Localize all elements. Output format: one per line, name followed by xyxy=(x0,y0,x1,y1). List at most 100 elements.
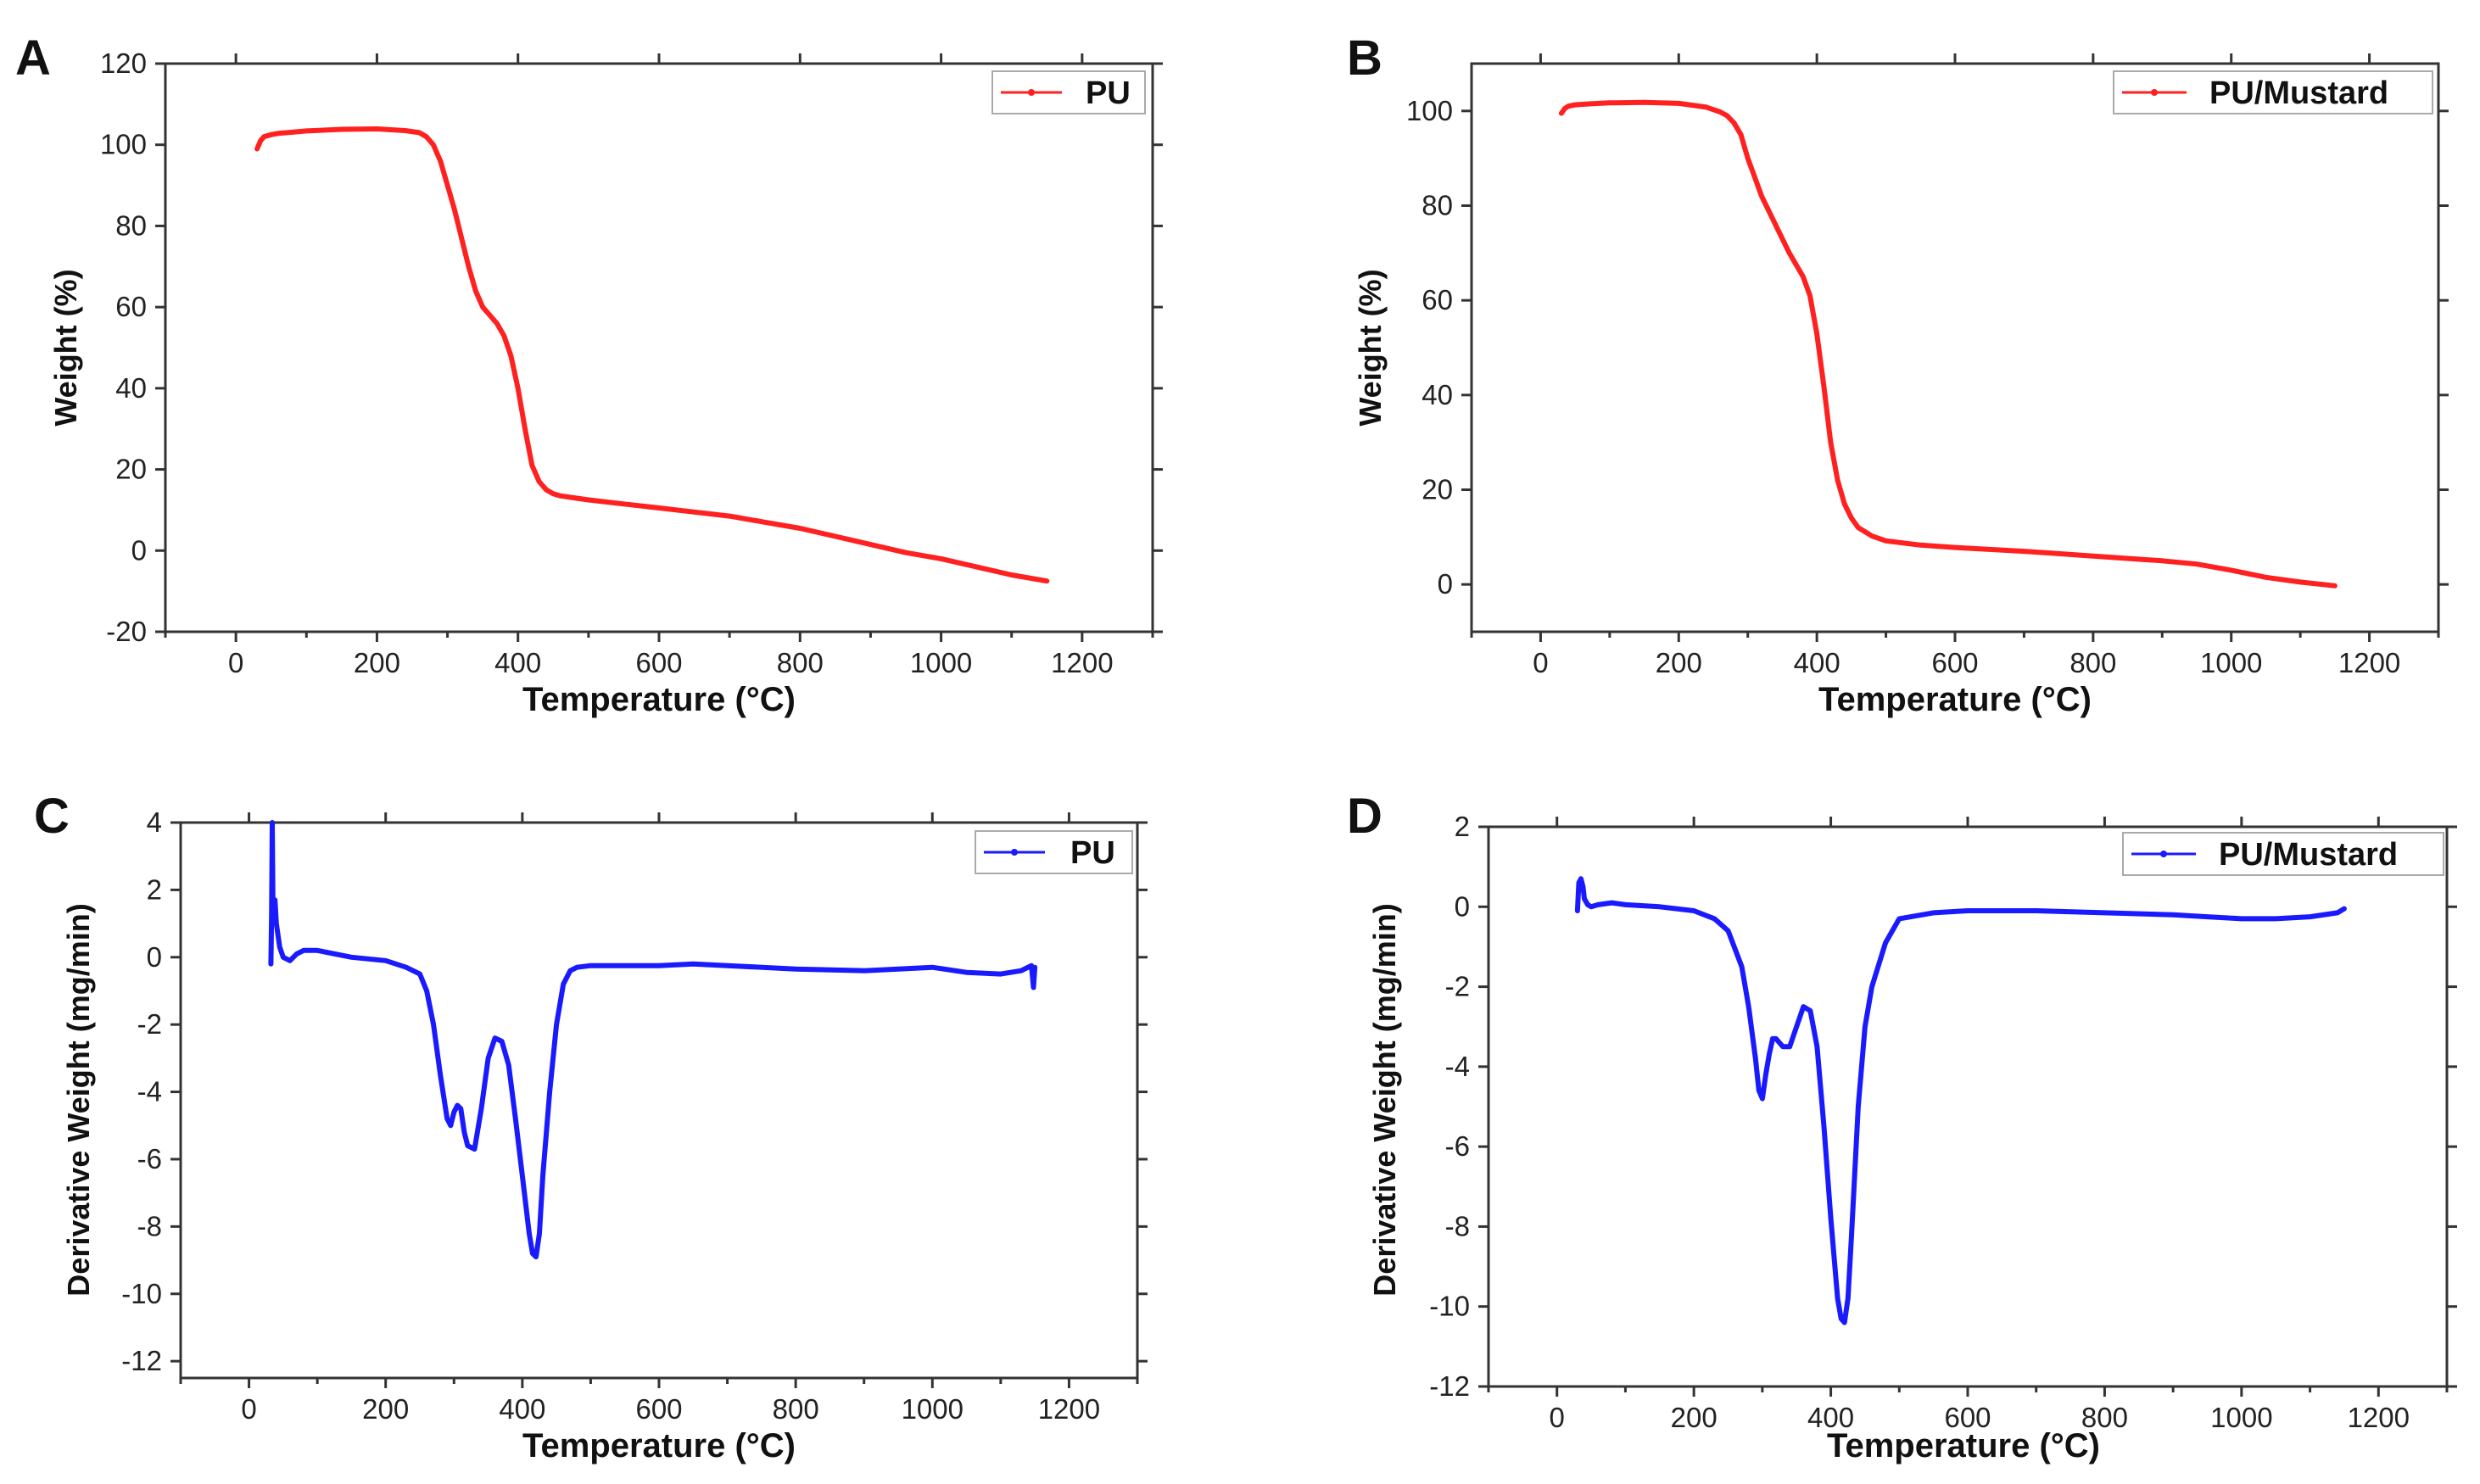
panel-letter: C xyxy=(34,789,70,844)
y-tick-label: 100 xyxy=(100,129,147,160)
legend-label: PU xyxy=(1070,835,1115,871)
legend-marker xyxy=(2160,851,2167,857)
x-tick-label: 400 xyxy=(494,647,541,678)
panel-a: A 0 200 400 600 800 1000 1200 -20 0 20 40 60 80 100 12… xyxy=(15,31,1163,718)
x-tick-label: 800 xyxy=(2069,647,2116,678)
axis-ticks: 0 200 400 600 800 1000 1200 -12 -10 -8 -6 -4 -2 0 2 4 xyxy=(121,806,1148,1425)
panel-letter: B xyxy=(1347,31,1382,86)
x-tick-label: 200 xyxy=(362,1393,409,1425)
y-tick-label: -2 xyxy=(137,1008,162,1040)
panel-c: C 0 200 400 600 800 1000 1200 -12 -10 -8 -6 -4 -2 0 2 4… xyxy=(34,789,1148,1464)
y-tick-label: 100 xyxy=(1406,95,1453,126)
axis-ticks: 0 200 400 600 800 1000 1200 -12 -10 -8 -6 -4 -2 0 2 xyxy=(1429,811,2457,1433)
legend-marker xyxy=(2151,89,2158,96)
axis-ticks: 0 200 400 600 800 1000 1200 -20 0 20 40 60 80 100 120 xyxy=(100,47,1163,678)
series-layer xyxy=(1558,99,2338,589)
x-tick-label: 200 xyxy=(1671,1402,1718,1433)
y-tick-label: -8 xyxy=(1445,1210,1470,1241)
series-line xyxy=(254,126,1050,584)
x-axis-title: Temperature (°C) xyxy=(1827,1427,2100,1464)
y-tick-label: 120 xyxy=(100,47,147,79)
y-tick-label: 40 xyxy=(115,372,147,404)
panel-b: B 0 200 400 600 800 1000 1200 0 20 40 60 80 100 Temp… xyxy=(1347,31,2449,718)
x-tick-label: 200 xyxy=(1656,647,1702,678)
legend: PU xyxy=(975,830,1133,874)
legend: PU xyxy=(991,70,1146,114)
y-tick-label: 0 xyxy=(147,941,162,973)
x-tick-label: 0 xyxy=(1550,1402,1565,1433)
series-line xyxy=(1558,99,2338,589)
y-tick-label: -12 xyxy=(1429,1370,1470,1402)
x-tick-label: 600 xyxy=(1944,1402,1991,1433)
x-axis-title: Temperature (°C) xyxy=(1818,681,2092,718)
legend-marker xyxy=(1028,89,1035,96)
x-tick-label: 400 xyxy=(1794,647,1840,678)
y-tick-label: -4 xyxy=(1445,1051,1470,1082)
x-tick-label: 0 xyxy=(1533,647,1548,678)
y-axis-title: Weight (%) xyxy=(1353,269,1388,426)
panel-letter: D xyxy=(1347,789,1382,844)
x-tick-label: 600 xyxy=(635,647,682,678)
x-tick-label: 1200 xyxy=(1038,1393,1100,1425)
x-tick-label: 400 xyxy=(499,1393,545,1425)
y-tick-label: 0 xyxy=(1438,568,1453,600)
y-axis-title: Derivative Weight (mg/min) xyxy=(61,903,96,1296)
y-tick-label: -8 xyxy=(137,1210,162,1241)
x-axis-title: Temperature (°C) xyxy=(522,681,796,718)
legend-label: PU/Mustard xyxy=(2219,837,2398,873)
y-tick-label: -10 xyxy=(121,1278,162,1309)
x-tick-label: 600 xyxy=(635,1393,682,1425)
x-tick-label: 1200 xyxy=(1051,647,1113,678)
x-tick-label: 800 xyxy=(777,647,824,678)
y-tick-label: 20 xyxy=(115,454,147,485)
legend: PU/Mustard xyxy=(2122,832,2444,876)
y-tick-label: -4 xyxy=(137,1076,162,1107)
x-tick-label: 1200 xyxy=(2338,647,2400,678)
x-tick-label: 1200 xyxy=(2348,1402,2410,1433)
legend-box xyxy=(2122,832,2444,876)
y-axis-title: Weight (%) xyxy=(48,269,83,426)
y-tick-label: 60 xyxy=(115,291,147,322)
y-axis-title: Derivative Weight (mg/min) xyxy=(1367,903,1402,1296)
legend-label: PU/Mustard xyxy=(2209,75,2388,111)
y-tick-label: -6 xyxy=(1445,1130,1470,1162)
y-tick-label: 80 xyxy=(1422,190,1453,221)
y-tick-label: 2 xyxy=(1455,811,1470,842)
x-tick-label: 800 xyxy=(2081,1402,2128,1433)
y-tick-label: 2 xyxy=(147,873,162,905)
x-tick-label: 400 xyxy=(1807,1402,1854,1433)
y-tick-label: 0 xyxy=(1455,890,1470,922)
series-line xyxy=(268,820,1038,1260)
series-layer xyxy=(1574,876,2347,1325)
x-tick-label: 1000 xyxy=(910,647,972,678)
y-tick-label: 40 xyxy=(1422,379,1453,410)
x-tick-label: 800 xyxy=(773,1393,819,1425)
panel-d: D 0 200 400 600 800 1000 1200-12-10-8-6-4-202 … xyxy=(1347,789,2457,1464)
y-tick-label: -6 xyxy=(137,1143,162,1174)
legend-label: PU xyxy=(1086,75,1131,111)
x-tick-label: 0 xyxy=(241,1393,256,1425)
axis-ticks: 0 200 400 600 800 1000 1200 0 20 40 60 80 100 xyxy=(1406,53,2449,678)
legend: PU/Mustard xyxy=(2113,70,2433,114)
x-tick-label: 200 xyxy=(354,647,400,678)
x-tick-label: 600 xyxy=(1931,647,1978,678)
y-tick-label: 0 xyxy=(131,534,147,566)
x-tick-label: 0 xyxy=(228,647,243,678)
series-line xyxy=(1574,876,2347,1325)
legend-marker xyxy=(1011,849,1018,856)
y-tick-label: 80 xyxy=(115,209,147,241)
y-tick-label: -2 xyxy=(1445,971,1470,1002)
x-tick-label: 1000 xyxy=(2200,647,2262,678)
y-tick-label: -20 xyxy=(106,616,147,647)
y-tick-label: -10 xyxy=(1429,1291,1470,1322)
series-layer xyxy=(268,820,1038,1260)
x-tick-label: 1000 xyxy=(902,1393,964,1425)
y-tick-label: 60 xyxy=(1422,284,1453,315)
x-axis-title: Temperature (°C) xyxy=(522,1427,796,1464)
panel-letter: A xyxy=(15,31,51,86)
x-tick-label: 1000 xyxy=(2210,1402,2272,1433)
series-layer xyxy=(254,126,1050,584)
y-tick-label: 20 xyxy=(1422,474,1453,505)
